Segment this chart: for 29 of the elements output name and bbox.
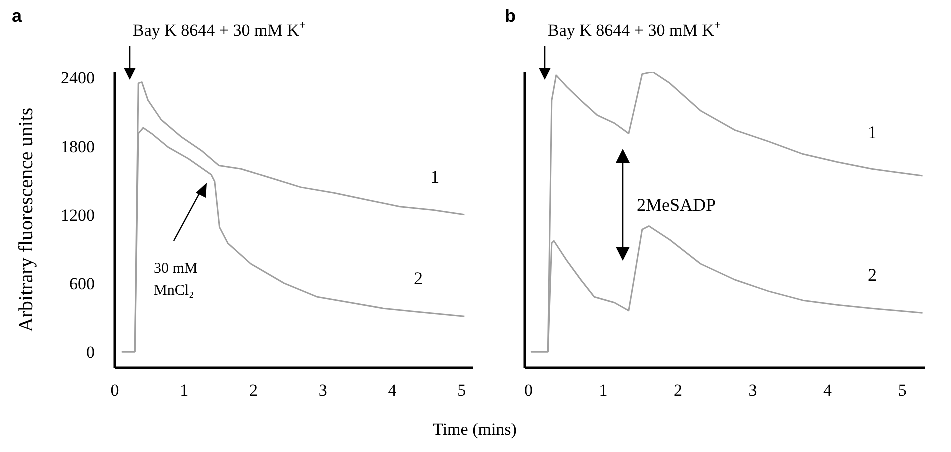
- x-axis-title: Time (mins): [433, 420, 517, 440]
- x-tick-label: 2: [674, 381, 683, 400]
- series-label: 1: [868, 122, 878, 142]
- text: Bay K 8644 + 30 mM K$^{+}$: [548, 18, 722, 40]
- x-tick-label: 5: [898, 381, 907, 400]
- x-tick-label: 0: [110, 381, 120, 400]
- series-label: 2: [414, 268, 423, 289]
- y-tick-label: 1800: [61, 137, 95, 156]
- chart-title: a: [12, 6, 23, 26]
- x-tick-label: 0: [524, 381, 533, 400]
- x-tick-label: 1: [180, 381, 189, 400]
- x-tick-label: 4: [388, 381, 398, 400]
- text: Bay K 8644 + 30 mM K$^{+}$: [133, 18, 306, 40]
- x-tick-label: 4: [824, 381, 833, 400]
- chart-title: b: [505, 6, 516, 26]
- y-tick-label: 0: [86, 343, 95, 362]
- y-axis-title: Arbitrary fluorescence units: [16, 108, 38, 332]
- y-tick-label: 2400: [61, 68, 95, 88]
- x-tick-label: 3: [748, 381, 758, 400]
- x-tick-label: 1: [599, 381, 608, 400]
- series-label: 2: [868, 265, 878, 286]
- x-tick-label: 3: [318, 381, 328, 400]
- series-label: 1: [430, 166, 440, 187]
- x-tick-label: 5: [458, 381, 466, 400]
- annotation: 2MeSADP: [637, 195, 716, 215]
- y-tick-label: 600: [70, 274, 95, 294]
- y-tick-label: 1200: [61, 206, 95, 225]
- annotation: 30 mM MnCl₂: [154, 261, 198, 299]
- x-tick-label: 2: [250, 381, 258, 400]
